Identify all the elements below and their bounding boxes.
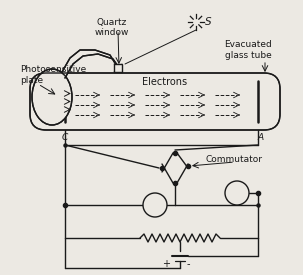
Text: V: V: [151, 200, 159, 210]
Text: A: A: [258, 133, 264, 142]
Text: C: C: [62, 133, 68, 142]
Circle shape: [225, 181, 249, 205]
Polygon shape: [62, 50, 122, 78]
Text: Evacuated
glass tube: Evacuated glass tube: [224, 40, 272, 60]
Text: Commutator: Commutator: [205, 155, 262, 164]
Text: S: S: [205, 17, 211, 27]
Ellipse shape: [32, 69, 72, 125]
Text: +: +: [162, 259, 170, 269]
Text: Quartz
window: Quartz window: [95, 18, 129, 37]
Text: Electrons: Electrons: [142, 77, 188, 87]
Text: μA: μA: [231, 188, 243, 197]
Text: -: -: [186, 259, 190, 269]
Text: Photosensitive
plate: Photosensitive plate: [20, 65, 86, 85]
Bar: [114, 64, 122, 72]
Circle shape: [143, 193, 167, 217]
FancyBboxPatch shape: [30, 73, 280, 130]
